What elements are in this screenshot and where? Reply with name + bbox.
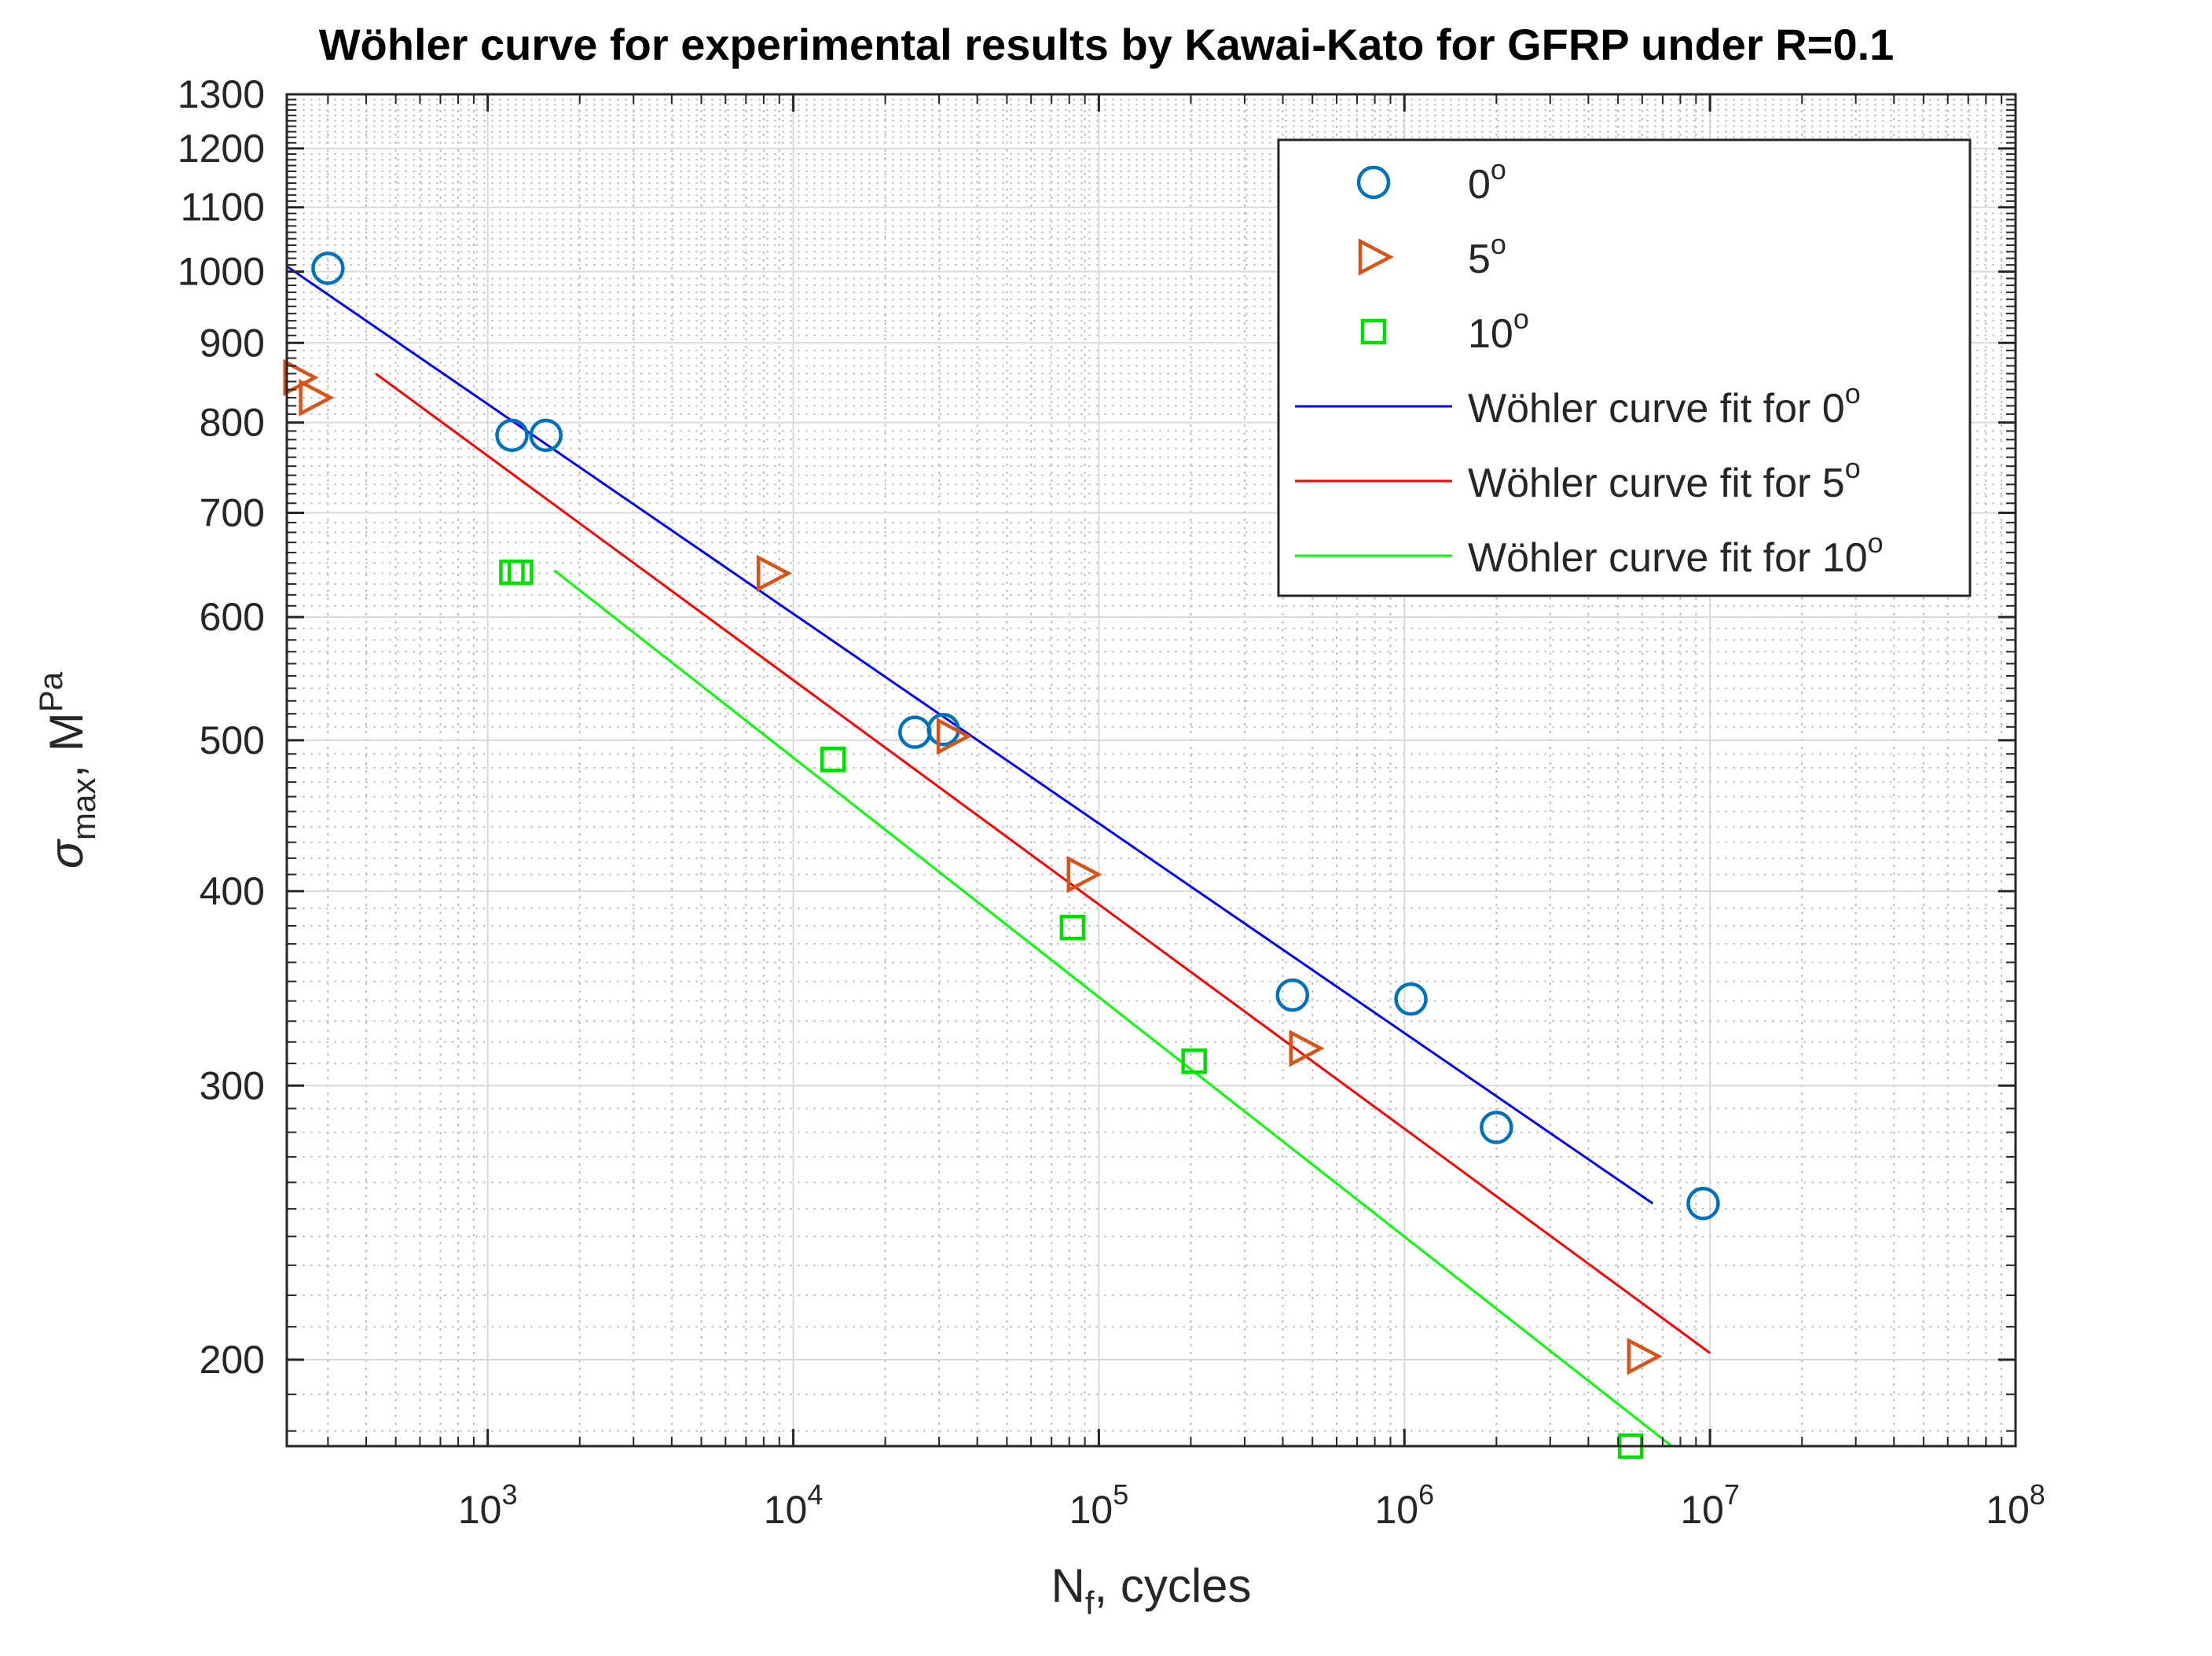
legend-label-text: Wöhler curve fit for 5	[1468, 461, 1845, 506]
legend-label-1: 5o	[1468, 228, 1506, 282]
legend-marker-0	[1356, 165, 1391, 200]
x-tick-label: 107	[1680, 1478, 1740, 1532]
y-tick-label: 1000	[178, 250, 265, 294]
x-tick-exponent: 6	[1418, 1478, 1434, 1511]
x-tick-base: 10	[764, 1488, 808, 1532]
x-tick-exponent: 4	[807, 1478, 823, 1511]
marker-square-2-2	[820, 747, 846, 773]
x-tick-labels: 103 104 105 106 107 108	[458, 1478, 2045, 1532]
legend-label-degree: o	[1491, 228, 1506, 260]
y-tick-label: 1100	[180, 185, 265, 229]
x-tick-label: 104	[764, 1478, 824, 1532]
y-label-sub: max	[65, 778, 102, 840]
legend-label-4: Wöhler curve fit for 5o	[1468, 452, 1861, 506]
y-tick-label: 900	[200, 321, 265, 365]
marker-circle-0-3	[898, 715, 932, 749]
x-tick-label: 106	[1374, 1478, 1434, 1532]
marker-triangle-right-1-1	[299, 379, 335, 417]
y-tick-label: 400	[200, 869, 265, 913]
tick-marks	[287, 93, 2017, 1446]
x-tick-base: 10	[1069, 1488, 1113, 1532]
marker-square-2-4	[1181, 1048, 1207, 1074]
marker-circle-0-0	[311, 252, 345, 285]
y-tick-label: 600	[200, 595, 265, 639]
x-tick-base: 10	[1374, 1488, 1418, 1532]
marker-circle-0-2	[529, 418, 563, 453]
marker-triangle-right-1-5	[1289, 1030, 1325, 1067]
marker-square-2-1	[508, 559, 534, 586]
y-tick-labels: 200 300 400 500 600 700 800 900 1000 1100 1200 1300	[178, 72, 265, 1382]
x-label-main: N	[1051, 1559, 1084, 1612]
legend-label-text: Wöhler curve fit for 0	[1468, 386, 1845, 431]
chart-title: Wöhler curve for experimental results by…	[319, 20, 1895, 69]
x-tick-label: 108	[1986, 1478, 2045, 1532]
legend-label-degree: o	[1868, 527, 1884, 559]
x-tick-exponent: 7	[1724, 1478, 1740, 1511]
y-tick-label: 700	[200, 490, 265, 534]
marker-circle-0-1	[495, 418, 529, 453]
x-label-rest: , cycles	[1094, 1559, 1251, 1612]
x-label-sub: f	[1085, 1584, 1095, 1621]
legend-label-text: 5	[1468, 237, 1491, 282]
x-tick-label: 103	[458, 1478, 518, 1532]
fit-line-0	[286, 265, 1654, 1205]
x-tick-base: 10	[1986, 1488, 2030, 1532]
y-tick-label: 500	[200, 718, 265, 762]
fit-line-2	[553, 569, 1673, 1448]
legend-label-degree: o	[1845, 377, 1861, 409]
marker-square-2-0	[499, 559, 525, 586]
y-tick-label: 800	[200, 401, 265, 445]
x-tick-exponent: 3	[502, 1478, 518, 1511]
legend-label-0: 0o	[1468, 153, 1506, 207]
marker-triangle-right-1-6	[1627, 1338, 1663, 1375]
legend-label-text: Wöhler curve fit for 10	[1468, 535, 1868, 581]
legend-label-2: 10o	[1468, 303, 1529, 357]
y-tick-label: 1200	[178, 127, 265, 171]
marker-circle-0-7	[1480, 1111, 1513, 1144]
legend-label-degree: o	[1491, 153, 1506, 185]
marker-circle-0-8	[1686, 1187, 1720, 1221]
y-tick-label: 1300	[178, 72, 265, 116]
legend-label-degree: o	[1513, 303, 1529, 335]
legend-box	[1277, 138, 1972, 597]
y-label-mid: , M	[40, 712, 93, 777]
y-tick-label: 300	[200, 1063, 265, 1107]
legend-label-text: 0	[1468, 162, 1491, 207]
marker-circle-0-6	[1394, 982, 1428, 1016]
x-axis-label: Nf, cycles	[1051, 1559, 1251, 1621]
data-markers	[283, 252, 1720, 1460]
legend-marker-1	[1358, 238, 1394, 276]
grid	[287, 94, 2016, 1446]
y-label-sup: Pa	[32, 671, 69, 712]
axes-box	[285, 93, 2017, 1448]
legend-label-text: 10	[1468, 311, 1513, 357]
y-axis-label: σmax, MPa	[32, 671, 102, 868]
legend-label-3: Wöhler curve fit for 0o	[1468, 377, 1861, 431]
x-tick-exponent: 8	[2030, 1478, 2045, 1511]
marker-triangle-right-1-3	[936, 718, 973, 755]
x-tick-base: 10	[1680, 1488, 1724, 1532]
legend-marker-2	[1360, 318, 1387, 345]
marker-triangle-right-1-4	[1066, 855, 1102, 894]
y-label-main: σ	[40, 838, 93, 868]
fit-line-1	[375, 373, 1711, 1354]
legend-label-degree: o	[1845, 452, 1861, 484]
marker-circle-0-5	[1275, 978, 1310, 1012]
marker-triangle-right-1-2	[756, 554, 792, 593]
marker-square-2-3	[1059, 914, 1086, 941]
x-tick-label: 105	[1069, 1478, 1129, 1532]
x-tick-exponent: 5	[1113, 1478, 1128, 1511]
legend-label-5: Wöhler curve fit for 10o	[1468, 527, 1884, 581]
x-tick-base: 10	[458, 1488, 502, 1532]
fit-lines	[286, 265, 1711, 1448]
y-tick-label: 200	[200, 1338, 265, 1382]
